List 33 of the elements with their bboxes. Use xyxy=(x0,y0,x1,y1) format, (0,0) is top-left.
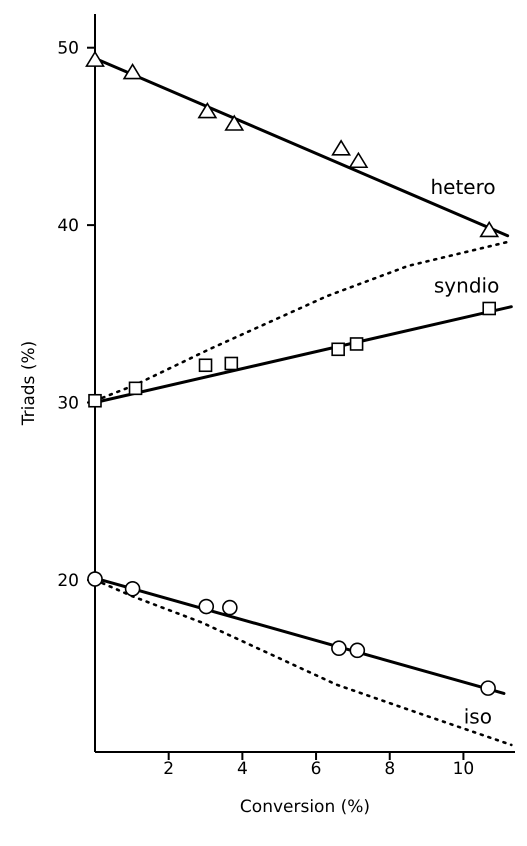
y-axis-title: Triads (%) xyxy=(19,340,40,426)
x-tick-label: 6 xyxy=(310,759,322,780)
y-tick-label: 50 xyxy=(57,38,79,59)
point xyxy=(124,580,140,597)
point xyxy=(349,152,368,168)
x-tick-label: 2 xyxy=(163,759,174,780)
point xyxy=(224,356,238,370)
point xyxy=(480,222,499,238)
point xyxy=(480,680,496,696)
x-tick-label: 10 xyxy=(452,759,474,780)
point xyxy=(198,102,217,118)
series-label: syndio xyxy=(434,274,500,298)
point xyxy=(331,640,347,656)
point xyxy=(128,382,142,396)
series-label: hetero xyxy=(430,174,496,199)
y-tick-label: 20 xyxy=(57,570,79,591)
point xyxy=(350,337,364,351)
point xyxy=(198,598,214,614)
point xyxy=(350,642,366,658)
y-tick-label: 40 xyxy=(57,216,79,236)
point xyxy=(198,358,212,372)
x-tick-label: 8 xyxy=(384,759,396,780)
point xyxy=(331,342,345,356)
point xyxy=(222,600,238,616)
point xyxy=(482,302,496,316)
point xyxy=(332,140,350,156)
series-label: iso xyxy=(464,704,492,728)
x-axis-title: Conversion (%) xyxy=(240,797,370,817)
x-tick-label: 4 xyxy=(236,759,248,780)
y-tick-label: 30 xyxy=(57,394,79,414)
point xyxy=(123,64,142,80)
point xyxy=(224,115,244,131)
point xyxy=(86,51,104,67)
